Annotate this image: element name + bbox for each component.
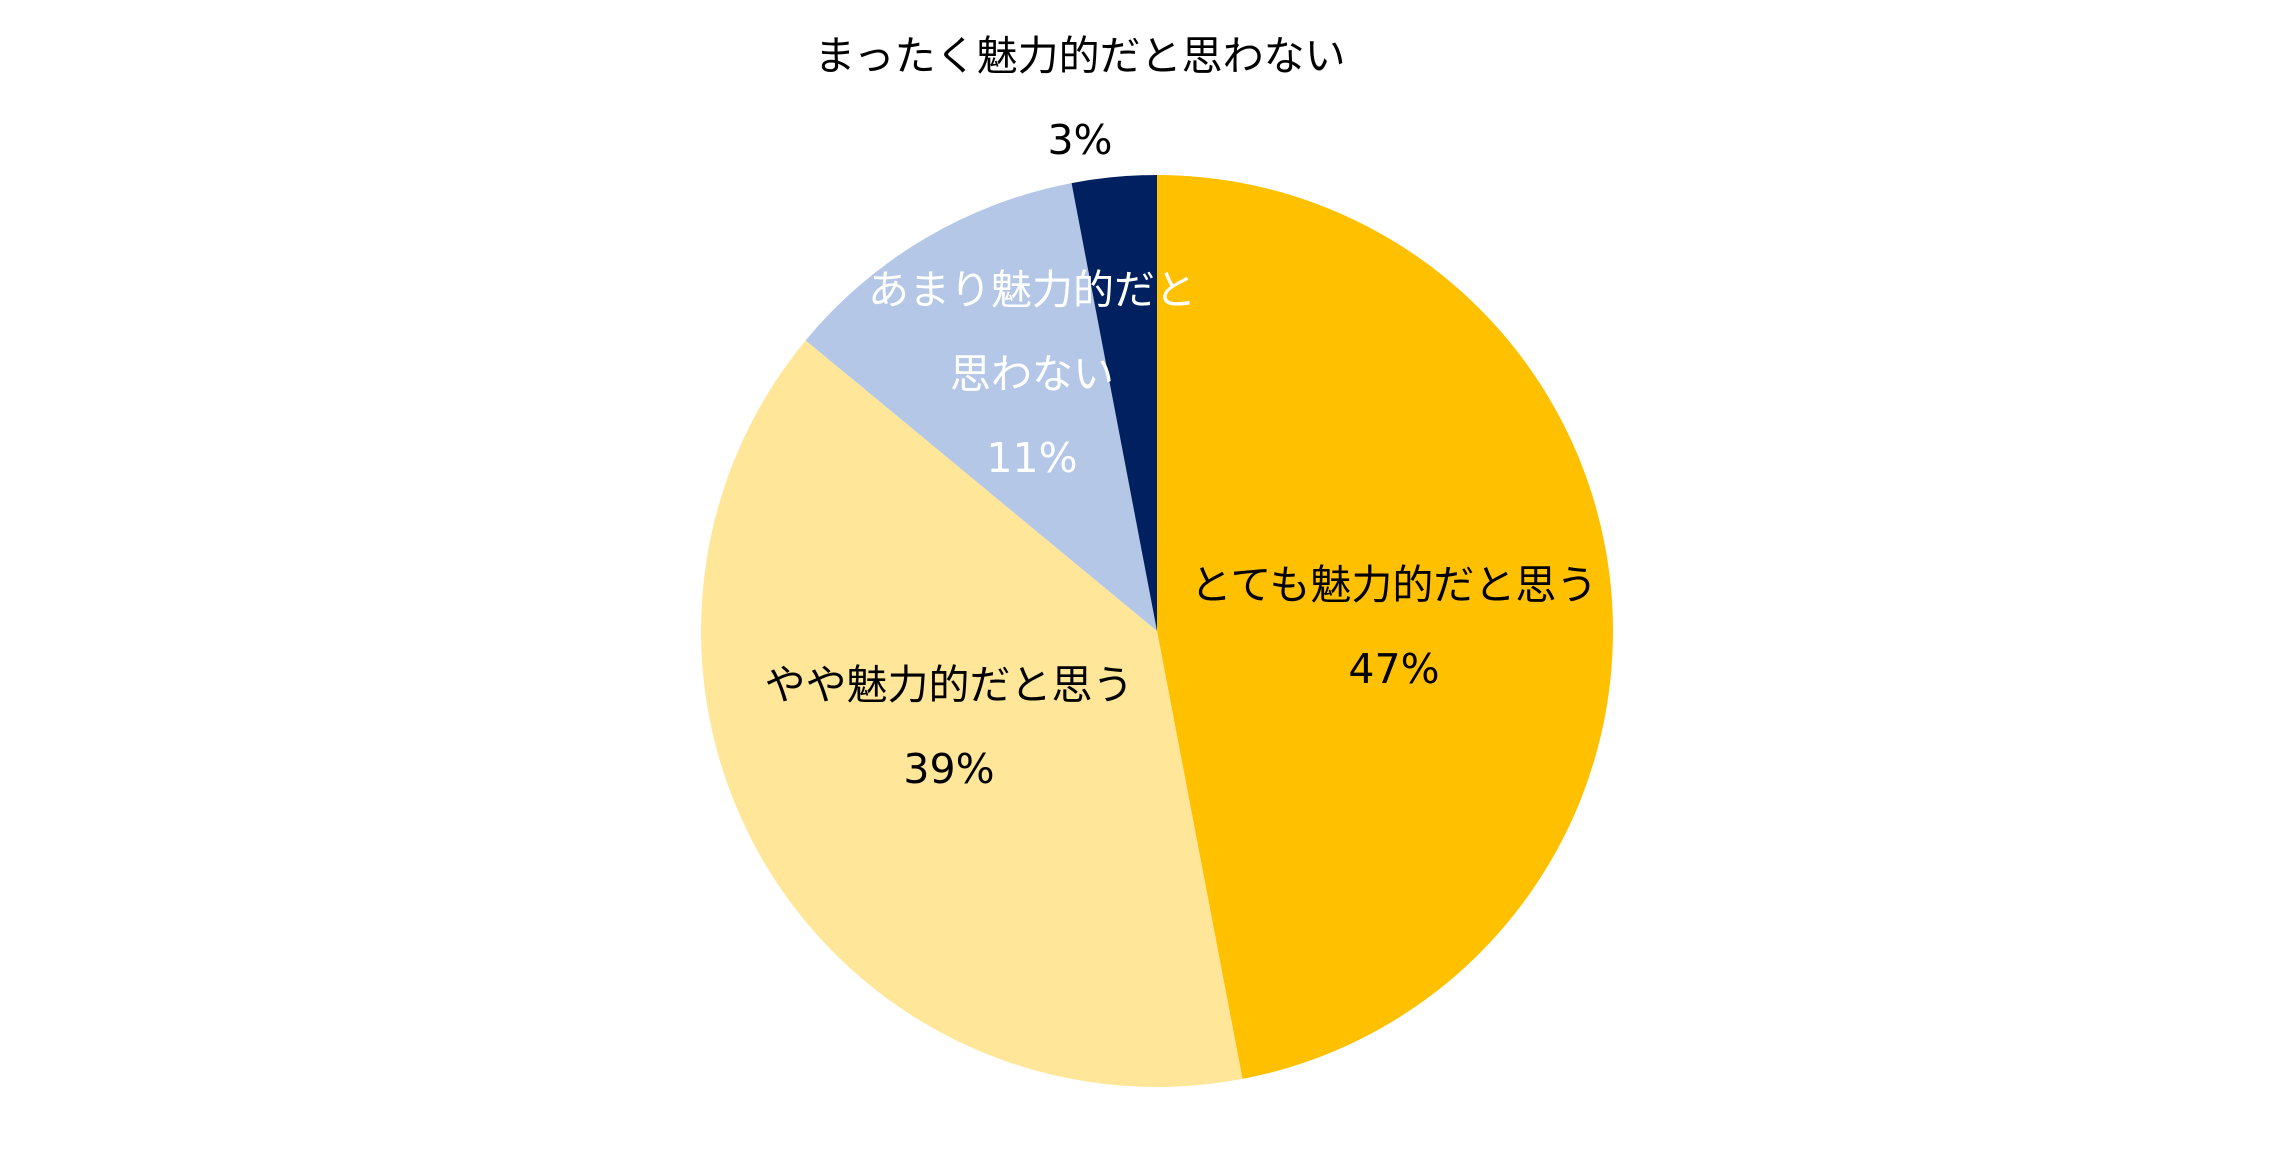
pie-slice (1071, 175, 1157, 631)
slice-label: あまり魅力的だと思わない 11% (860, 248, 1205, 500)
value-label: 11% (986, 434, 1078, 482)
value-label: 3% (1047, 116, 1113, 164)
pie-slice (1157, 175, 1613, 1079)
category-label: あまり魅力的だと思わない (868, 266, 1196, 398)
value-label: 39% (903, 745, 995, 793)
category-label: まったく魅力的だと思わない (814, 32, 1346, 80)
category-label: とても魅力的だと思う (1190, 561, 1598, 609)
value-label: 47% (1348, 645, 1440, 693)
slice-label: やや魅力的だと思う 39% (719, 643, 1179, 811)
pie-slice (700, 340, 1243, 1087)
slice-label: とても魅力的だと思う 47% (1164, 543, 1624, 711)
pie-slice (805, 183, 1157, 631)
category-label: やや魅力的だと思う (764, 661, 1134, 709)
slice-label: まったく魅力的だと思わない 3% (730, 14, 1430, 182)
